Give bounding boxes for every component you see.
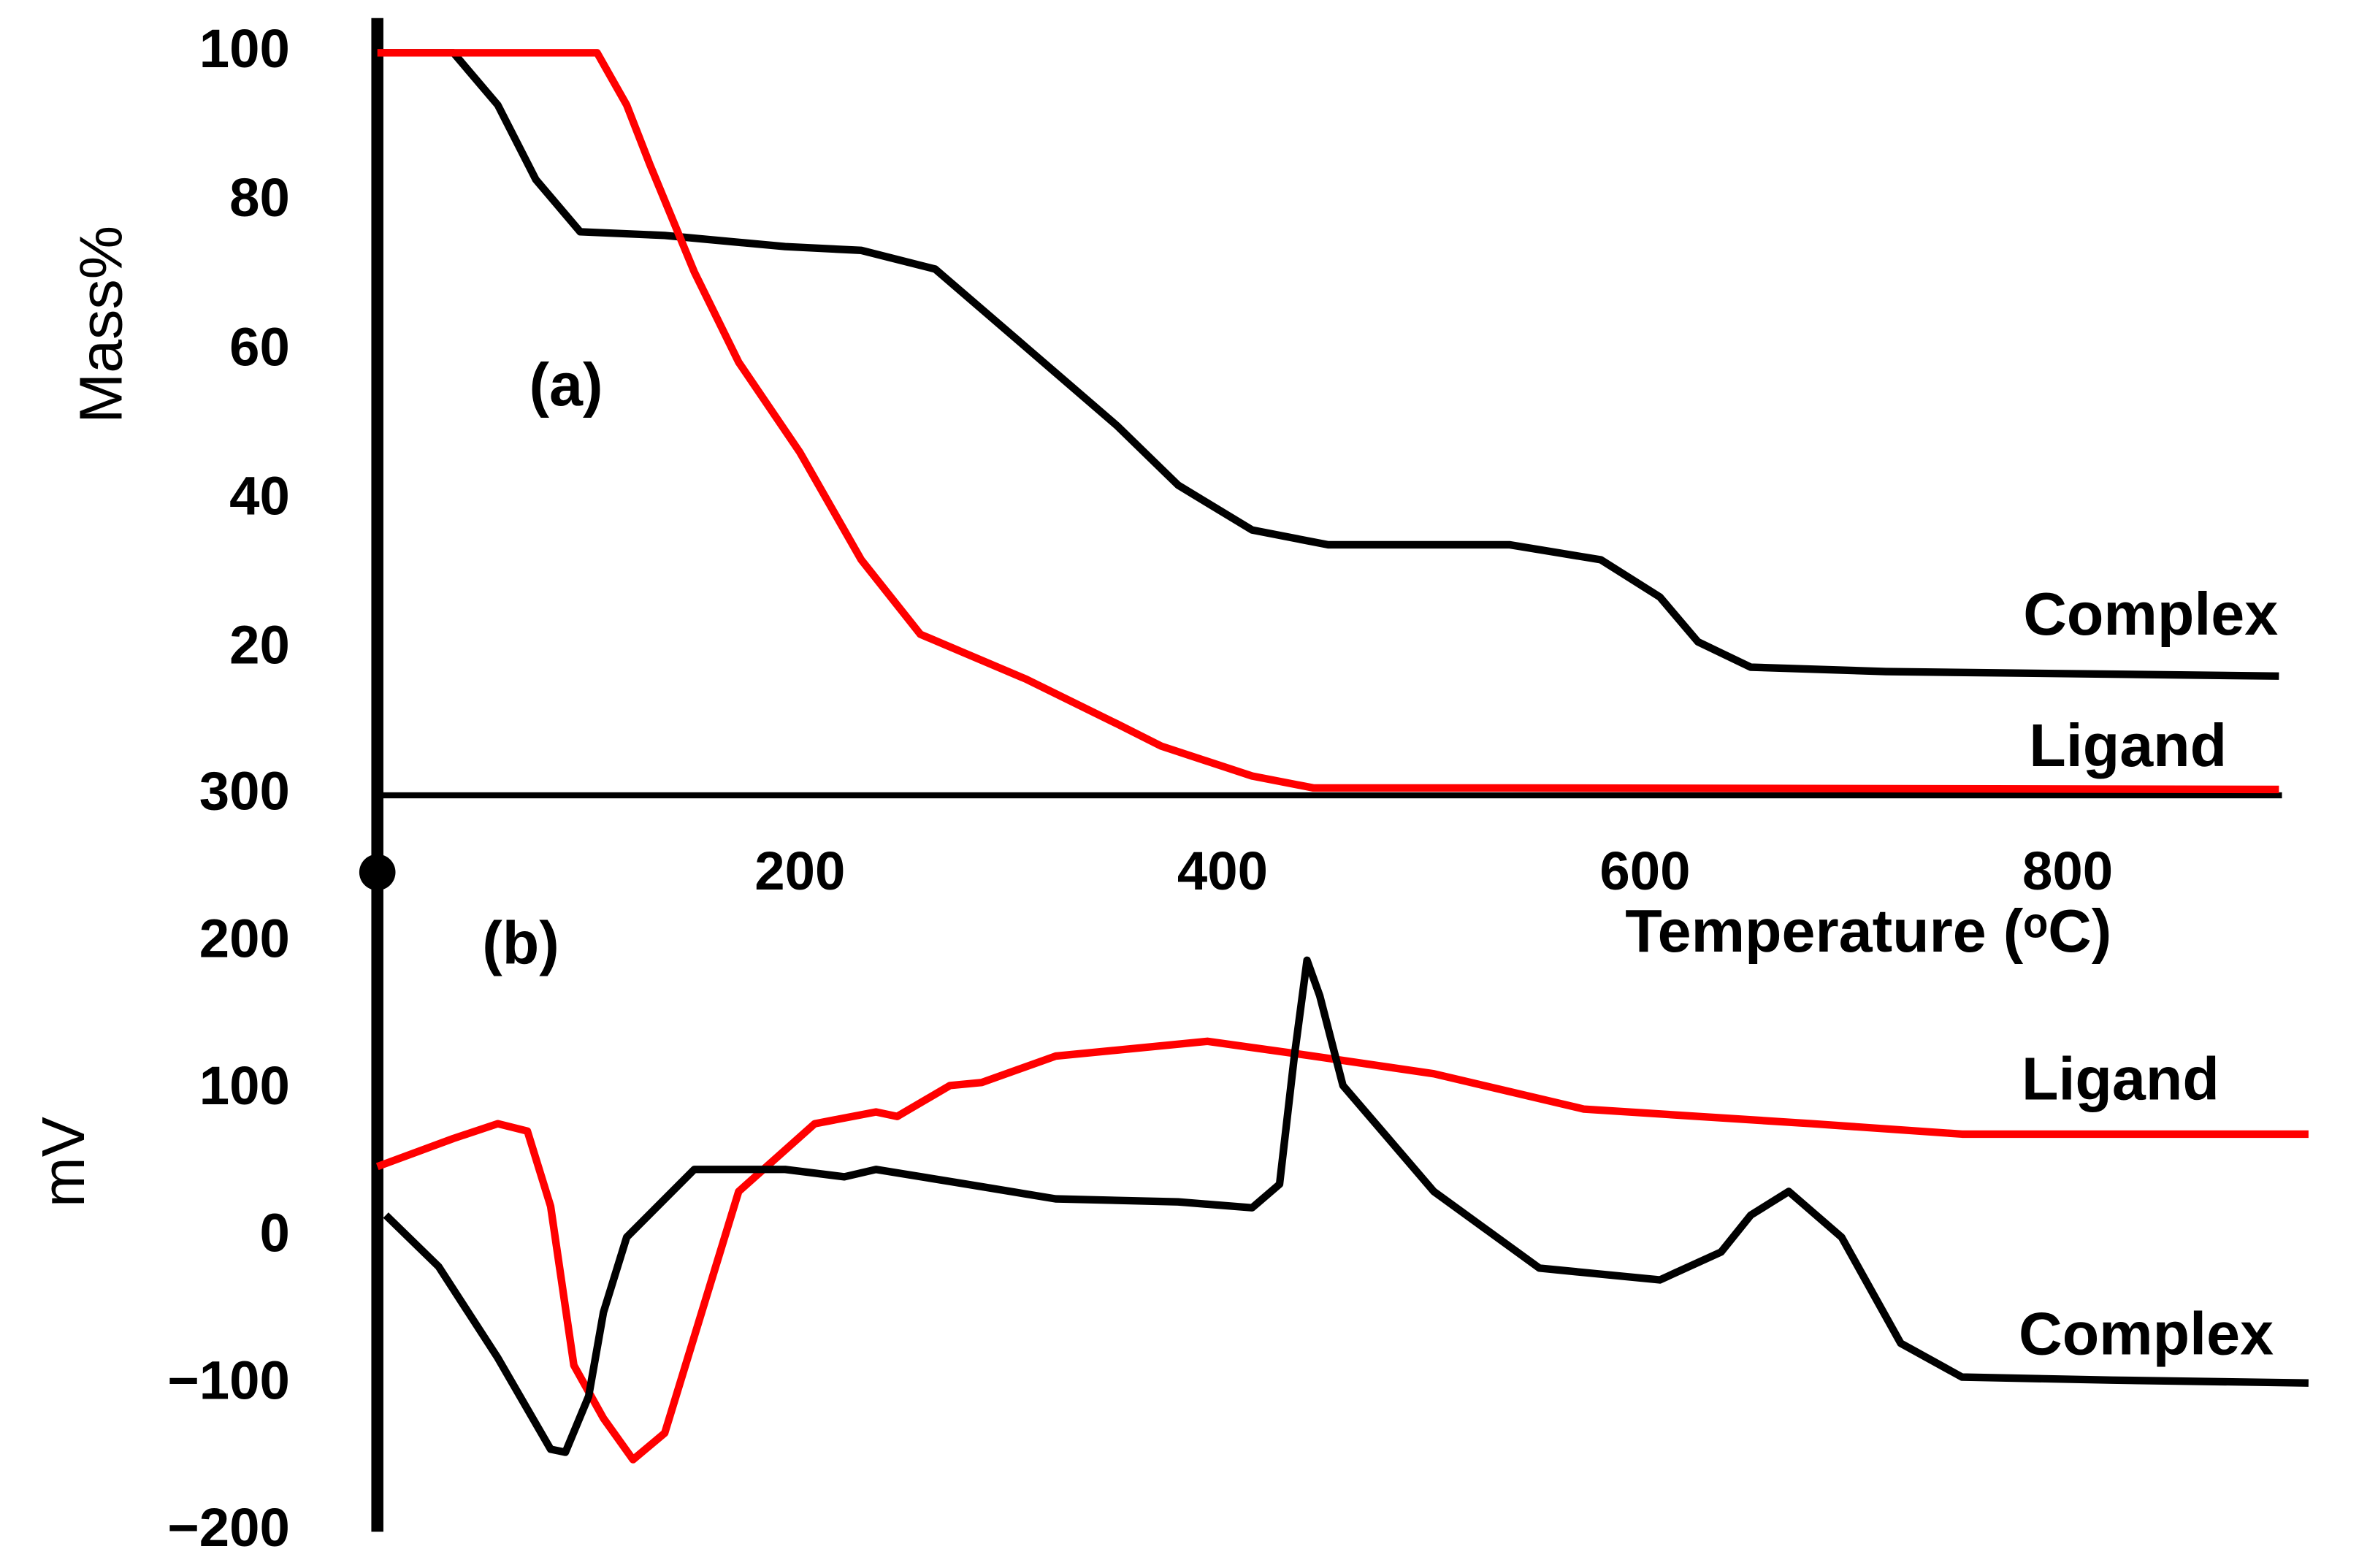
panel-label: (b) — [482, 909, 559, 977]
series-label: Complex — [2019, 1300, 2274, 1368]
x-tick-label: 600 — [1599, 841, 1690, 901]
y-tick-label: −100 — [167, 1350, 290, 1410]
data-line — [377, 49, 2279, 680]
y-tick-label: 100 — [199, 18, 290, 79]
y-tick-label: −200 — [167, 1497, 290, 1558]
y-tick-label: 200 — [199, 908, 290, 968]
data-line — [383, 956, 2309, 1456]
x-tick-label: 800 — [2022, 841, 2113, 901]
y-tick-label: 40 — [229, 465, 290, 526]
y-tick-label: 80 — [229, 167, 290, 228]
y-tick-label: 60 — [229, 316, 290, 377]
data-line — [375, 1037, 2309, 1464]
y-tick-label: 20 — [229, 615, 290, 676]
x-axis-title: Temperature (ᵒC) — [1625, 897, 2111, 965]
axis-dot — [359, 854, 396, 891]
x-tick-label: 400 — [1177, 841, 1268, 901]
series-label: Ligand — [2022, 1045, 2220, 1113]
y-tick-label: 300 — [199, 761, 290, 822]
y-tick-label: 100 — [199, 1055, 290, 1116]
series-label: Complex — [2023, 580, 2278, 648]
x-tick-label: 200 — [754, 841, 845, 901]
series-label: Ligand — [2029, 711, 2227, 779]
data-line — [377, 49, 2279, 794]
y-axis-title: Mass% — [67, 226, 135, 424]
y-tick-label: 0 — [259, 1203, 289, 1263]
panel-label: (a) — [529, 351, 603, 418]
y-axis-title: mV — [29, 1117, 97, 1207]
